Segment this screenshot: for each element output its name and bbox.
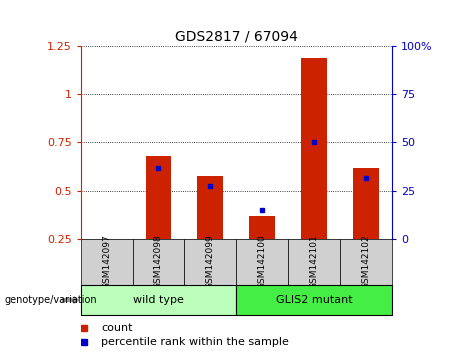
Text: GSM142102: GSM142102 <box>361 235 371 289</box>
Text: percentile rank within the sample: percentile rank within the sample <box>101 337 289 348</box>
Text: genotype/variation: genotype/variation <box>5 295 97 305</box>
Bar <box>236 239 288 285</box>
Bar <box>184 239 236 285</box>
Bar <box>236 285 392 315</box>
Bar <box>340 239 392 285</box>
Text: GLIS2 mutant: GLIS2 mutant <box>276 295 352 305</box>
Text: GSM142099: GSM142099 <box>206 235 215 289</box>
Text: GSM142097: GSM142097 <box>102 235 111 289</box>
Bar <box>81 239 133 285</box>
Text: GSM142101: GSM142101 <box>309 235 319 289</box>
Text: GSM142098: GSM142098 <box>154 235 163 289</box>
Title: GDS2817 / 67094: GDS2817 / 67094 <box>175 29 298 44</box>
Text: wild type: wild type <box>133 295 184 305</box>
Bar <box>288 239 340 285</box>
Text: GSM142100: GSM142100 <box>258 235 267 289</box>
Bar <box>81 285 236 315</box>
Bar <box>197 176 223 239</box>
Bar <box>146 156 171 239</box>
Text: count: count <box>101 322 132 332</box>
Bar <box>301 58 327 239</box>
Bar <box>133 239 184 285</box>
Bar <box>353 167 379 239</box>
Bar <box>249 216 275 239</box>
